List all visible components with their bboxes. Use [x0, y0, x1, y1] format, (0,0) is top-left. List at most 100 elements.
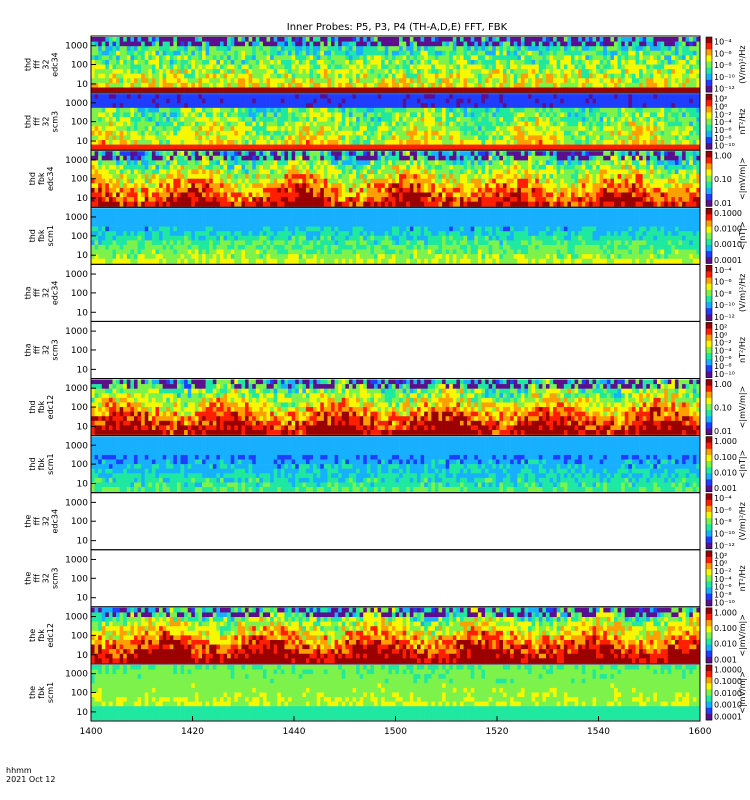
- heat-cell: [130, 112, 134, 117]
- heat-cell: [206, 151, 210, 156]
- heat-cell: [618, 51, 622, 56]
- heat-cell: [177, 99, 181, 104]
- heat-cell: [435, 126, 439, 131]
- heat-cell: [284, 122, 288, 127]
- heat-cell: [653, 103, 657, 108]
- heat-cell: [428, 140, 432, 145]
- heat-cell: [413, 55, 417, 60]
- heat-cell: [317, 197, 321, 202]
- heat-cell: [267, 55, 271, 60]
- heat-cell: [571, 126, 575, 131]
- heat-cell: [270, 42, 274, 47]
- heat-cell: [478, 37, 482, 42]
- heat-cell: [327, 87, 331, 92]
- heat-cell: [109, 131, 113, 136]
- heat-cell: [163, 94, 167, 99]
- heat-cell: [256, 197, 260, 202]
- heat-cell: [138, 83, 142, 88]
- heat-cell: [216, 60, 220, 65]
- heat-cell: [123, 192, 127, 197]
- heat-cell: [191, 83, 195, 88]
- heat-cell: [105, 188, 109, 193]
- heat-cell: [431, 87, 435, 92]
- heat-cell: [327, 192, 331, 197]
- heat-cell: [227, 55, 231, 60]
- heat-cell: [195, 197, 199, 202]
- heat-cell: [277, 37, 281, 42]
- heat-cell: [514, 117, 518, 122]
- heat-cell: [349, 131, 353, 136]
- heat-cell: [421, 131, 425, 136]
- heat-cell: [442, 74, 446, 79]
- heat-cell: [453, 55, 457, 60]
- heat-cell: [342, 65, 346, 70]
- heat-cell: [277, 112, 281, 117]
- heat-cell: [550, 99, 554, 104]
- heat-cell: [213, 103, 217, 108]
- heat-cell: [324, 78, 328, 83]
- heat-cell: [388, 60, 392, 65]
- heat-cell: [163, 117, 167, 122]
- heat-cell: [467, 108, 471, 113]
- heat-cell: [313, 37, 317, 42]
- heat-cell: [528, 112, 532, 117]
- heat-cell: [188, 170, 192, 175]
- heat-cell: [177, 74, 181, 79]
- heat-cell: [306, 112, 310, 117]
- heat-cell: [127, 197, 131, 202]
- heat-cell: [370, 126, 374, 131]
- heat-cell: [173, 69, 177, 74]
- heat-cell: [130, 122, 134, 127]
- heat-cell: [496, 112, 500, 117]
- heat-cell: [184, 179, 188, 184]
- heat-cell: [392, 145, 396, 150]
- heat-cell: [163, 156, 167, 161]
- heat-cell: [446, 135, 450, 140]
- heat-cell: [206, 69, 210, 74]
- heat-cell: [413, 99, 417, 104]
- heat-cell: [446, 126, 450, 131]
- heat-cell: [252, 117, 256, 122]
- heat-cell: [327, 69, 331, 74]
- heat-cell: [381, 117, 385, 122]
- heat-cell: [95, 170, 99, 175]
- heat-cell: [177, 87, 181, 92]
- heat-cell: [571, 74, 575, 79]
- heat-cell: [148, 87, 152, 92]
- heat-cell: [338, 112, 342, 117]
- heat-cell: [360, 69, 364, 74]
- heat-cell: [299, 197, 303, 202]
- heat-cell: [460, 103, 464, 108]
- heat-cell: [589, 94, 593, 99]
- heat-cell: [331, 83, 335, 88]
- heat-cell: [127, 55, 131, 60]
- heat-cell: [102, 135, 106, 140]
- heat-cell: [628, 55, 632, 60]
- heat-cell: [159, 140, 163, 145]
- heat-cell: [241, 131, 245, 136]
- heat-cell: [155, 145, 159, 150]
- heat-cell: [170, 78, 174, 83]
- heat-cell: [249, 156, 253, 161]
- heat-cell: [413, 94, 417, 99]
- heat-cell: [485, 55, 489, 60]
- heat-cell: [607, 112, 611, 117]
- heat-cell: [521, 135, 525, 140]
- heat-cell: [553, 69, 557, 74]
- heat-cell: [589, 74, 593, 79]
- heat-cell: [288, 42, 292, 47]
- heat-cell: [532, 140, 536, 145]
- heat-cell: [299, 99, 303, 104]
- heat-cell: [356, 46, 360, 51]
- heat-cell: [467, 126, 471, 131]
- heat-cell: [428, 108, 432, 113]
- heat-cell: [639, 69, 643, 74]
- heat-cell: [105, 160, 109, 165]
- heat-cell: [421, 103, 425, 108]
- heat-cell: [216, 188, 220, 193]
- heat-cell: [442, 126, 446, 131]
- heat-cell: [299, 94, 303, 99]
- heat-cell: [478, 135, 482, 140]
- heat-cell: [431, 122, 435, 127]
- heat-cell: [356, 69, 360, 74]
